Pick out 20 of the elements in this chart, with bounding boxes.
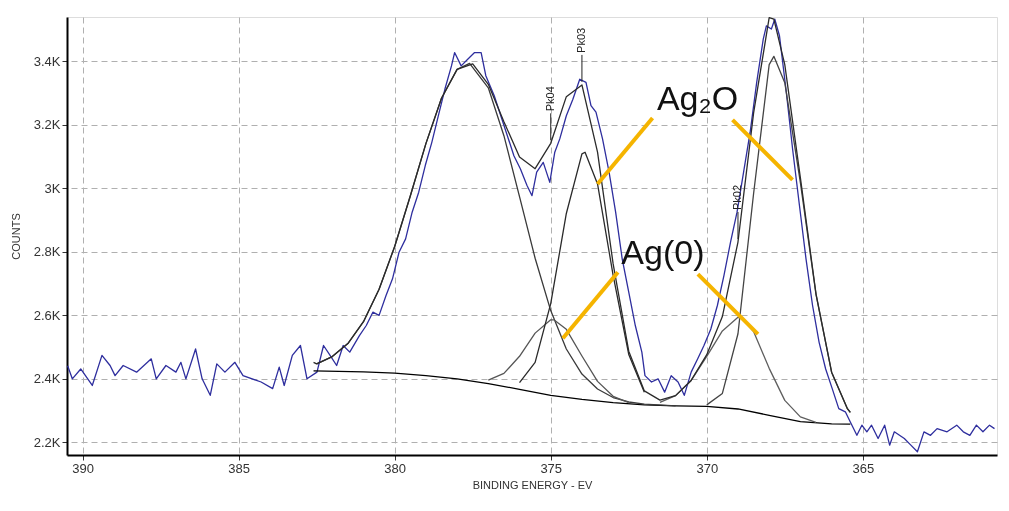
x-tick-label: 385 <box>228 460 250 476</box>
annotation: Ag₂O <box>656 78 739 117</box>
y-tick-label: 3.4K <box>33 53 61 69</box>
x-axis-title: BINDING ENERGY - EV <box>472 478 593 491</box>
x-tick-label: 390 <box>72 460 94 476</box>
x-tick-label: 365 <box>852 460 875 476</box>
x-tick-label: 370 <box>696 460 719 476</box>
annotation: Pk02 <box>730 184 743 211</box>
y-tick-label: 3K <box>44 180 61 196</box>
annotation: Pk03 <box>574 27 587 53</box>
x-tick-label: 380 <box>384 460 407 476</box>
x-tick-label: 375 <box>540 460 563 476</box>
y-axis-title: COUNTS <box>9 213 22 260</box>
annotation: Pk04 <box>543 86 556 112</box>
annotation: Ag(0) <box>621 233 705 272</box>
y-tick-label: 2.6K <box>33 307 61 323</box>
y-tick-label: 3.2K <box>33 117 61 133</box>
y-tick-label: 2.4K <box>33 371 61 387</box>
y-tick-label: 2.8K <box>33 244 61 260</box>
y-tick-label: 2.2K <box>33 434 61 450</box>
